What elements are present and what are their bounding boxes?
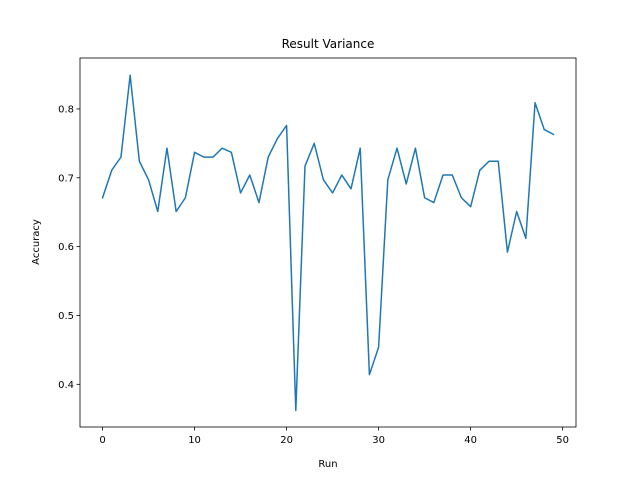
x-tick-label: 50 — [556, 435, 569, 446]
x-tick-label: 40 — [464, 435, 477, 446]
y-axis-label: Accuracy — [31, 219, 42, 265]
y-tick-label: 0.5 — [58, 311, 74, 322]
x-axis: 0 10 20 30 40 50 — [99, 427, 569, 446]
y-tick-label: 0.7 — [58, 173, 74, 184]
x-tick-label: 30 — [372, 435, 385, 446]
x-tick-label: 20 — [280, 435, 293, 446]
x-tick-label: 10 — [188, 435, 201, 446]
x-tick-label: 0 — [99, 435, 105, 446]
series-line — [101, 74, 555, 412]
plot-area — [79, 57, 577, 428]
x-axis-label: Run — [318, 459, 337, 470]
y-tick-label: 0.8 — [58, 104, 74, 115]
y-tick-label: 0.6 — [58, 242, 74, 253]
y-axis: 0.4 0.5 0.6 0.7 0.8 — [58, 104, 80, 391]
y-tick-label: 0.4 — [58, 380, 74, 391]
axes-frame — [79, 57, 577, 428]
chart-title: Result Variance — [282, 37, 375, 51]
